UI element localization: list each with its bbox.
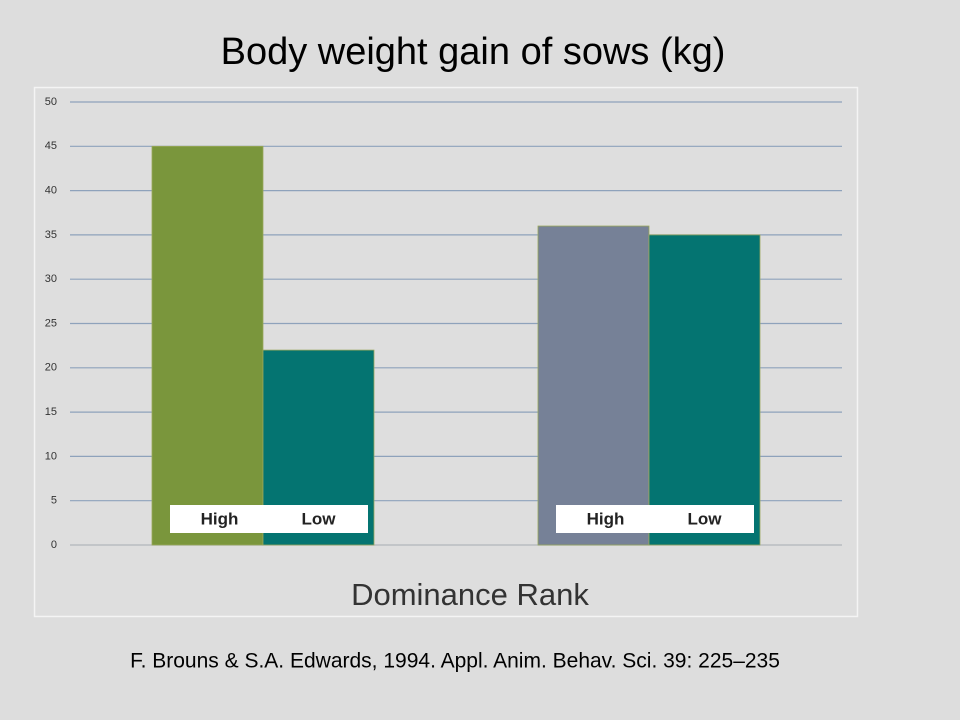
bar	[151, 145, 264, 546]
x-tick-label: High	[587, 509, 625, 528]
y-tick-label: 30	[45, 273, 57, 285]
x-tick-label: High	[201, 509, 239, 528]
y-tick-label: 45	[45, 140, 57, 152]
source-citation: F. Brouns & S.A. Edwards, 1994. Appl. An…	[130, 650, 780, 673]
x-tick-label: Low	[688, 509, 723, 528]
y-tick-label: 25	[45, 317, 57, 329]
x-axis-label: Dominance Rank	[351, 577, 589, 612]
bar	[648, 234, 761, 546]
plot: 0 5 10 15 20 25 30 35 40 45 50 High Low High Low	[45, 96, 842, 551]
chart-title: Body weight gain of sows (kg)	[221, 31, 726, 73]
y-tick-label: 15	[45, 406, 57, 418]
y-tick-label: 10	[45, 450, 57, 462]
y-tick-label: 20	[45, 362, 57, 374]
y-tick-label: 40	[45, 185, 57, 197]
y-tick-label: 35	[45, 229, 57, 241]
y-tick-label: 50	[45, 96, 57, 108]
label-box	[556, 505, 754, 533]
y-tick-label: 5	[51, 495, 57, 507]
bar	[537, 225, 650, 546]
x-tick-label: Low	[302, 509, 337, 528]
y-tick-label: 0	[51, 539, 57, 551]
label-box	[170, 505, 368, 533]
